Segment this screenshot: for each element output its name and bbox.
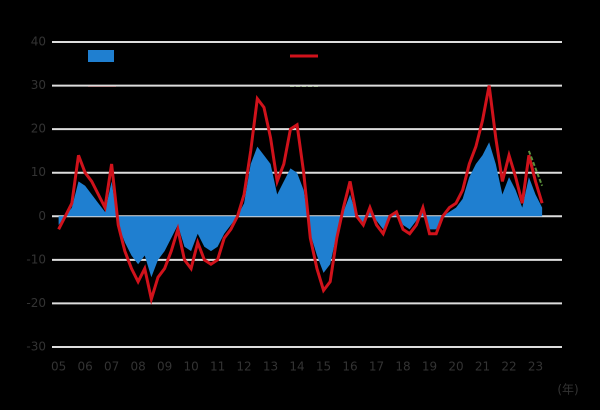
x-tick-label: 23 [528,360,543,374]
x-tick-label: 09 [157,360,172,374]
y-tick-label: 20 [31,122,46,136]
x-tick-label: 06 [77,360,92,374]
x-tick-label: 10 [183,360,198,374]
legend-swatch [88,50,114,62]
x-tick-label: 11 [210,360,225,374]
x-tick-label: 16 [342,360,357,374]
y-tick-label: -30 [26,340,46,354]
x-tick-label: 14 [289,360,304,374]
x-tick-label: 17 [369,360,384,374]
area [58,142,543,278]
y-tick-label: 30 [31,78,46,92]
x-tick-label: 22 [501,360,516,374]
y-tick-label: 40 [31,35,46,49]
x-tick-label: 19 [422,360,437,374]
x-tick-label: 12 [236,360,251,374]
x-tick-label: 21 [475,360,490,374]
x-axis-label: (年) [557,383,578,397]
forecast-line [527,150,544,187]
x-tick-label: 15 [316,360,331,374]
y-tick-label: 10 [31,165,46,179]
y-tick-label: 0 [38,209,46,223]
line [57,85,544,306]
x-tick-label: 05 [51,360,66,374]
y-tick-label: -20 [26,296,46,310]
x-tick-label: 18 [395,360,410,374]
x-tick-label: 08 [130,360,145,374]
x-tick-label: 13 [263,360,278,374]
x-tick-label: 20 [448,360,463,374]
x-tick-label: 07 [104,360,119,374]
y-tick-label: -10 [26,252,46,266]
